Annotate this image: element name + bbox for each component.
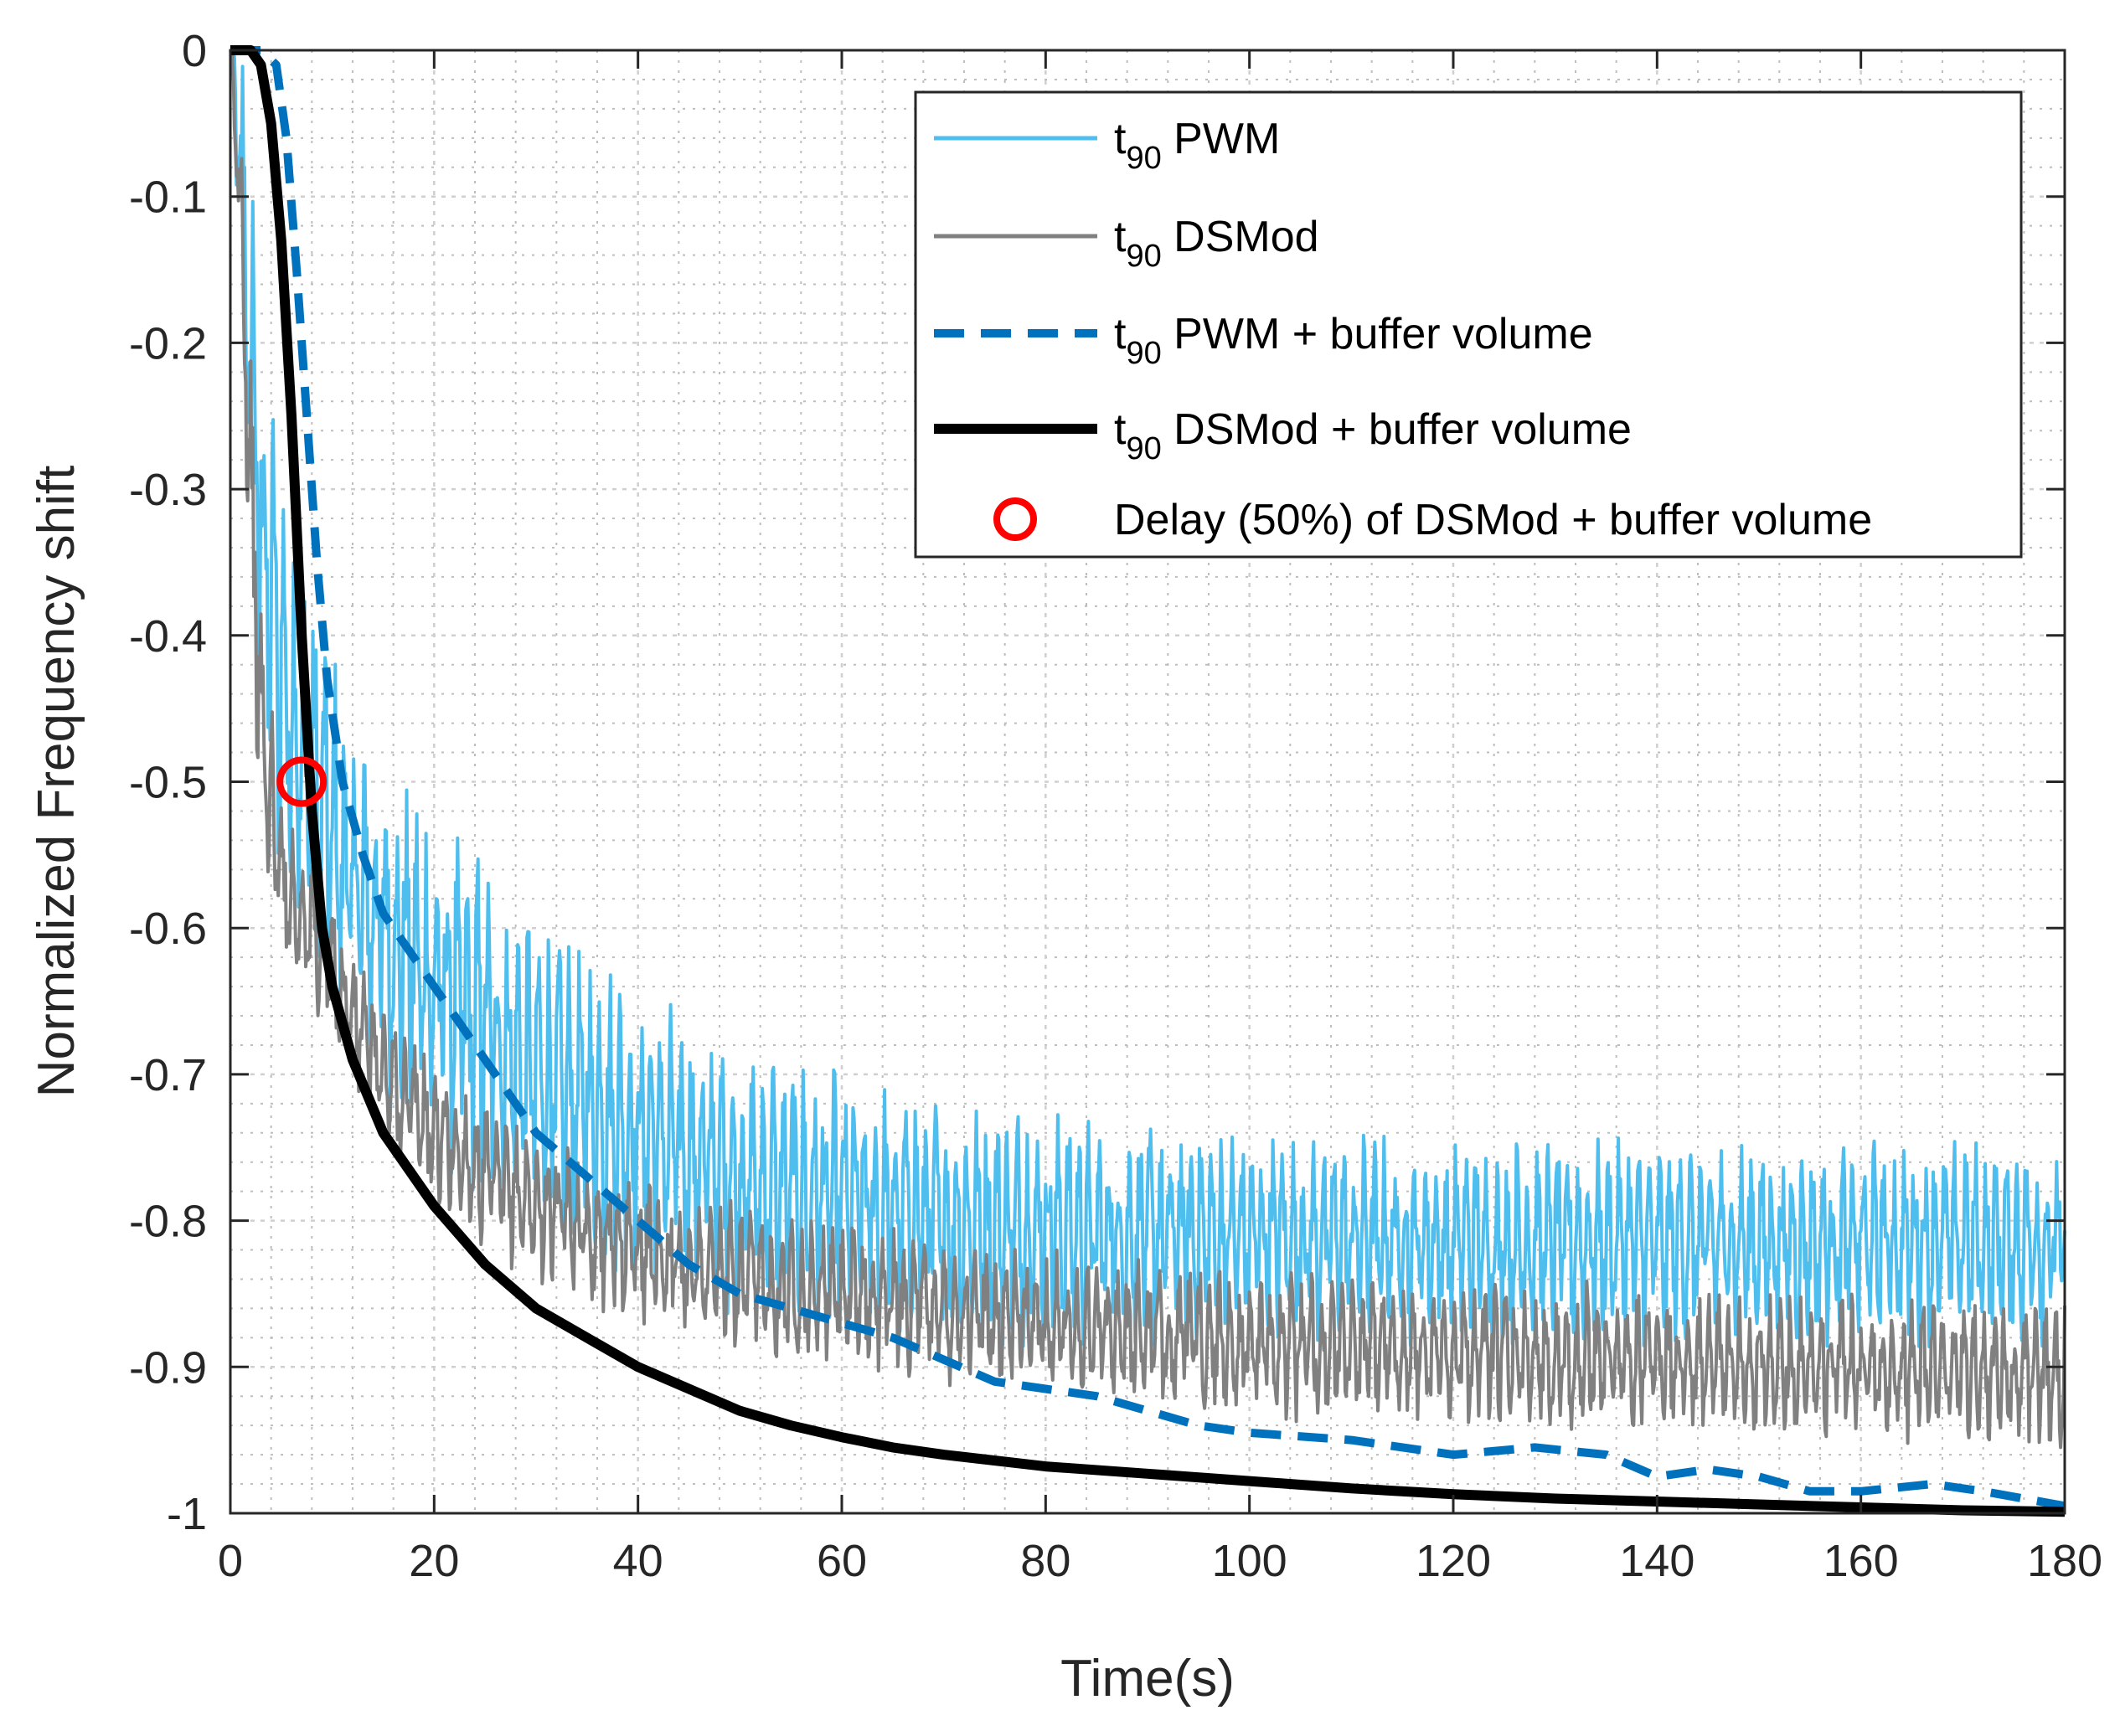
y-tick-label: -0.6 [129,904,207,954]
y-tick-label: -0.8 [129,1197,207,1247]
y-tick-label: -0.7 [129,1050,207,1100]
y-tick-label: -0.9 [129,1342,207,1393]
y-tick-label: 0 [182,26,207,76]
legend-marker-delay [993,497,1037,541]
legend-entry-dsmod-buffer: t90 DSMod + buffer volume [1114,405,1632,466]
x-tick-label: 20 [409,1536,459,1586]
x-tick-label: 0 [218,1536,243,1586]
x-tick-label: 100 [1212,1536,1287,1586]
y-tick-label: -1 [167,1489,207,1539]
x-tick-label: 120 [1416,1536,1491,1586]
y-tick-label: -0.4 [129,611,207,662]
legend-entry-dsmod: t90 DSMod [1114,213,1319,274]
x-tick-label: 140 [1619,1536,1694,1586]
series-dsmod-buffer [230,45,2066,1517]
marker-layer [276,756,328,807]
y-tick-label: -0.3 [129,465,207,515]
y-tick-label: -0.1 [129,173,207,223]
y-tick-label: -0.2 [129,318,207,368]
series-pwm [229,49,2066,1349]
x-tick-label: 60 [817,1536,867,1586]
legend-entry-delay: Delay (50%) of DSMod + buffer volume [1114,496,1872,544]
x-axis-title: Time(s) [1060,1650,1235,1708]
axis-ticks [229,49,2066,1515]
series-dsmod [230,49,2066,1450]
x-tick-label: 40 [613,1536,663,1586]
legend-box [914,90,2023,559]
x-tick-label: 180 [2027,1536,2102,1586]
legend: t90 PWM t90 DSMod t90 PWM + buffer volum… [914,90,2023,559]
y-tick-label: -0.5 [129,758,207,808]
x-tick-label: 160 [1823,1536,1899,1586]
series-pwm-buffer [230,46,2066,1511]
y-tick-labels: 0 -0.1 -0.2 -0.3 -0.4 -0.5 -0.6 -0.7 -0.8 -0.9 -1 [129,26,207,1539]
x-tick-label: 80 [1020,1536,1070,1586]
legend-entry-pwm: t90 PWM [1114,115,1280,176]
series-layer [229,45,2066,1517]
x-tick-labels: 0 20 40 60 80 100 120 140 160 180 [218,1536,2102,1586]
y-axis-title: Normalized Frequency shift [28,466,85,1098]
legend-entry-pwm-buffer: t90 PWM + buffer volume [1114,310,1593,371]
delay-marker [276,756,328,807]
